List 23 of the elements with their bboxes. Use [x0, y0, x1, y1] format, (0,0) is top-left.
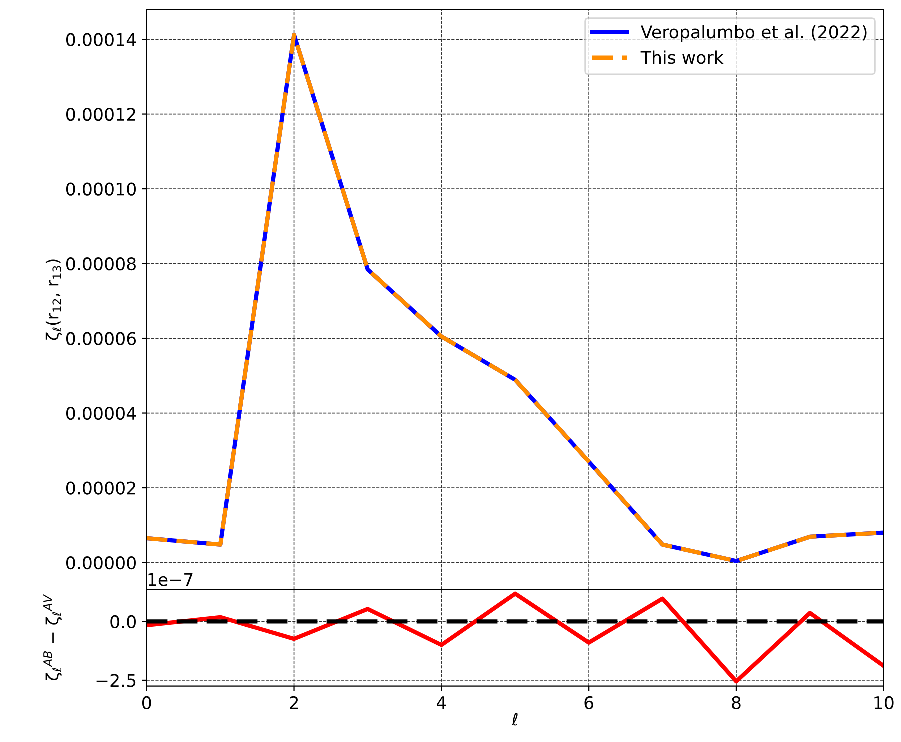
legend-label: Veropalumbo et al. (2022)	[641, 25, 867, 42]
y-tick-label: 0.00010	[66, 182, 136, 196]
x-tick-label: 0	[142, 696, 152, 710]
y-tick-label: 0.00008	[66, 257, 136, 271]
x-tick-label: 6	[584, 696, 594, 710]
y-axis-title: ζ$_{ℓ}$(r$_{12}$, r$_{13}$)	[46, 260, 62, 340]
y-tick-label: −2.5	[96, 674, 136, 688]
y-tick-label: 0.00012	[66, 108, 136, 122]
x-tick-label: 2	[290, 696, 298, 710]
line-series	[146, 592, 884, 684]
x-tick-label: 8	[732, 696, 741, 710]
x-axis-title: ℓ	[512, 713, 518, 726]
y-tick-label: 0.00004	[66, 406, 136, 420]
y-tick-label: 0.00002	[66, 482, 136, 495]
y-axis-title: ζ$_{ℓ}$$^{AB}$ − ζ$_{ℓ}$$^{AV}$	[44, 594, 62, 681]
legend-label: This work	[640, 50, 724, 64]
annotation: 1e−7	[148, 573, 193, 586]
y-tick-label: 0.00014	[66, 33, 136, 46]
x-tick-label: 4	[436, 696, 446, 710]
y-tick-label: 0.0	[110, 615, 136, 629]
x-tick-label: 10	[874, 696, 894, 710]
y-tick-label: 0.00000	[66, 556, 136, 570]
y-tick-label: 0.00006	[66, 332, 136, 346]
